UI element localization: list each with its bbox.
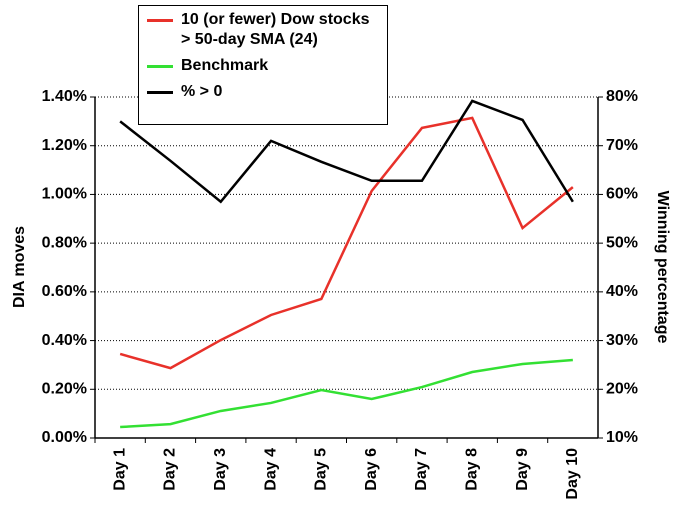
legend-entry: % > 0 (145, 82, 381, 102)
x-tick-label: Day 10 (564, 448, 581, 500)
series-line (119, 116, 574, 370)
x-tick-label: Day 6 (363, 448, 380, 491)
x-tick-label: Day 7 (413, 448, 430, 491)
legend-label: % > 0 (181, 83, 223, 100)
legend-swatch (147, 91, 173, 94)
x-tick-label: Day 2 (162, 448, 179, 491)
y-tick-label: 0.00% (42, 429, 87, 446)
y-tick-label: 0.80% (42, 234, 87, 251)
y-tick-label: 0.40% (42, 332, 87, 349)
y2-tick-label: 40% (606, 283, 638, 300)
legend-entry: 10 (or fewer) Dow stocks > 50-day SMA (2… (145, 10, 381, 50)
legend-entry: Benchmark (145, 56, 381, 76)
series-line (119, 99, 574, 204)
series-line (120, 358, 573, 429)
y-tick-label: 1.20% (42, 137, 87, 154)
y2-tick-label: 50% (606, 234, 638, 251)
x-tick-label: Day 3 (212, 448, 229, 491)
x-tick-label: Day 5 (313, 448, 330, 491)
y2-tick-label: 70% (606, 137, 638, 154)
y2-tick-label: 10% (606, 429, 638, 446)
y-tick-label: 0.60% (42, 283, 87, 300)
y-tick-label: 1.40% (42, 88, 87, 105)
legend-swatch (147, 65, 173, 68)
y2-tick-label: 20% (606, 381, 638, 398)
y-axis-label: DIA moves (11, 226, 28, 308)
x-tick-label: Day 8 (463, 448, 480, 491)
legend-label: Benchmark (181, 57, 269, 74)
legend-swatch (147, 19, 173, 22)
y2-tick-label: 80% (606, 88, 638, 105)
y-tick-label: 0.20% (42, 381, 87, 398)
x-tick-label: Day 4 (262, 448, 279, 491)
x-tick-label: Day 9 (514, 448, 531, 491)
legend: 10 (or fewer) Dow stocks > 50-day SMA (2… (138, 5, 388, 125)
y2-tick-label: 30% (606, 332, 638, 349)
legend-label: 10 (or fewer) Dow stocks > 50-day SMA (2… (181, 11, 370, 48)
y2-axis-label: Winning percentage (654, 191, 671, 344)
y2-tick-label: 60% (606, 186, 638, 203)
y-tick-label: 1.00% (42, 186, 87, 203)
x-tick-label: Day 1 (111, 448, 128, 491)
